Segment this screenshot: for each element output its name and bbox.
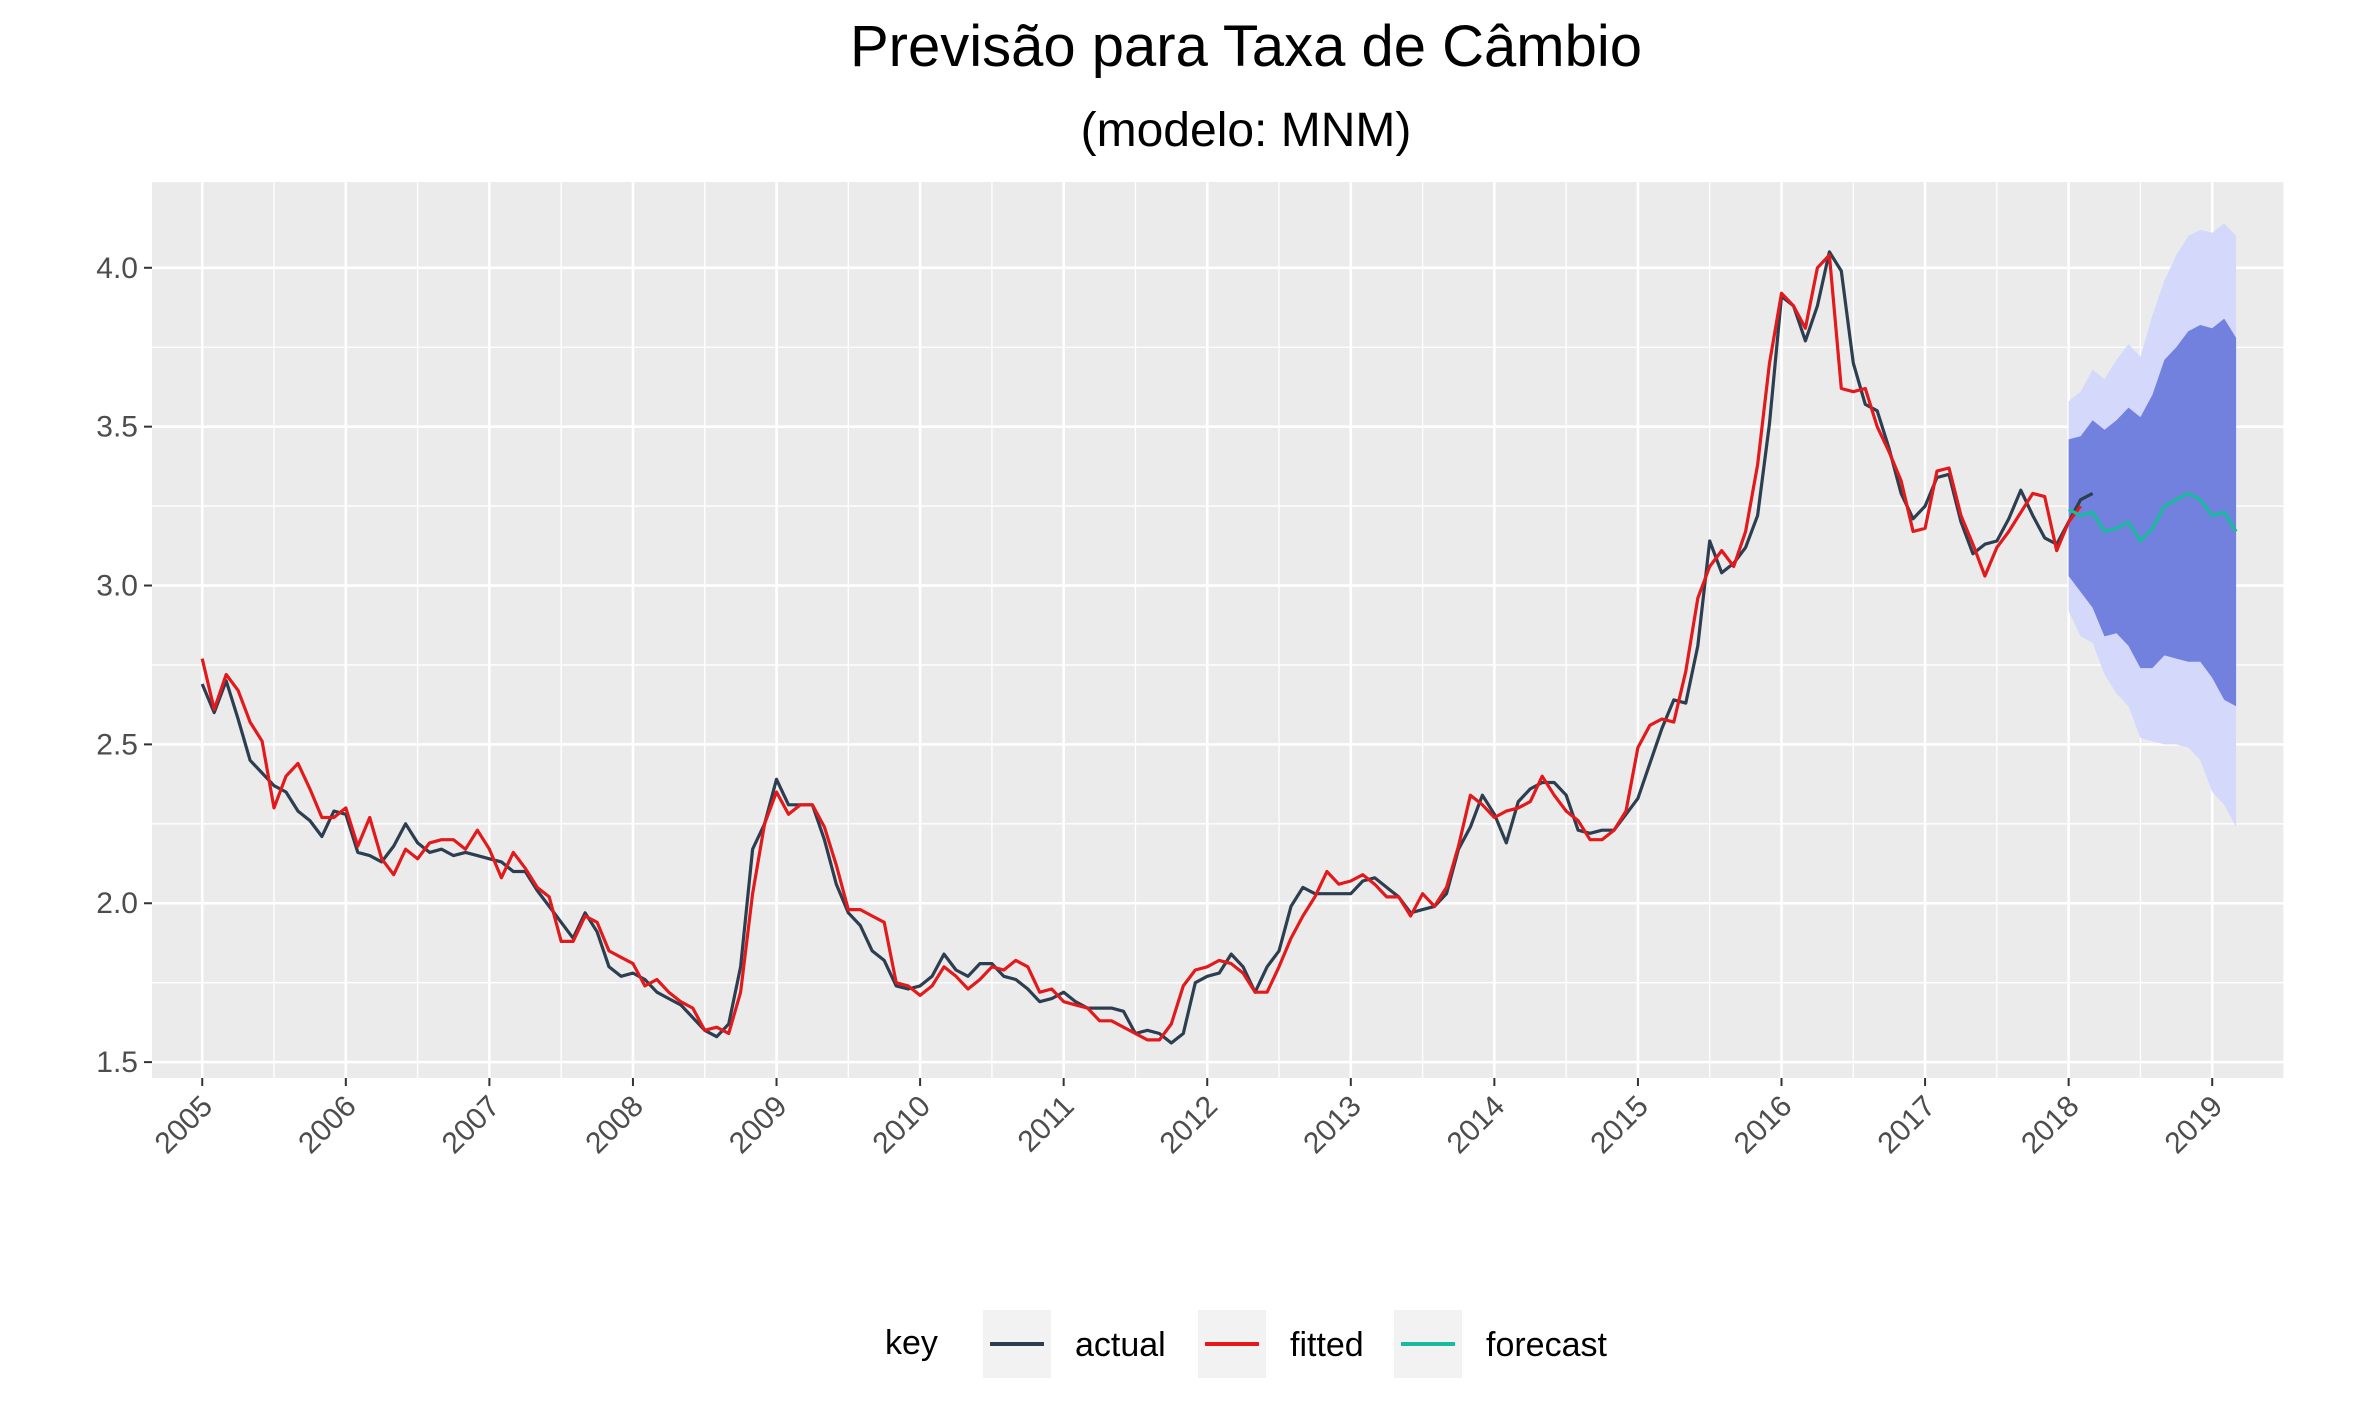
legend-label-forecast: forecast bbox=[1486, 1326, 1607, 1364]
x-tick-label: 2013 bbox=[1297, 1090, 1368, 1161]
x-tick-label: 2010 bbox=[867, 1090, 938, 1161]
x-tick-label: 2011 bbox=[1012, 1090, 1081, 1159]
legend-label-actual: actual bbox=[1075, 1326, 1166, 1364]
x-tick-label: 2014 bbox=[1441, 1090, 1512, 1161]
y-tick-label: 2.5 bbox=[96, 728, 138, 761]
legend: key actual fitted forecast bbox=[885, 1310, 1607, 1378]
forecast-band-80 bbox=[2068, 318, 2237, 707]
x-tick-label: 2019 bbox=[2159, 1090, 2230, 1161]
series-line-actual bbox=[200, 250, 2094, 1045]
chart-subtitle: (modelo: MNM) bbox=[1081, 104, 1412, 157]
x-tick-label: 2018 bbox=[2015, 1090, 2086, 1161]
x-tick-label: 2012 bbox=[1154, 1090, 1225, 1161]
y-tick-label: 3.5 bbox=[96, 411, 138, 444]
series-line-forecast bbox=[2067, 491, 2238, 543]
x-tick-label: 2007 bbox=[436, 1090, 507, 1161]
y-tick-label: 2.0 bbox=[96, 887, 138, 920]
y-tick-label: 1.5 bbox=[96, 1046, 138, 1079]
x-tick-label: 2008 bbox=[579, 1090, 650, 1161]
x-tick-label: 2017 bbox=[1871, 1090, 1942, 1161]
x-axis: 2005 2006 2007 2008 2009 2010 2011 2012 2013 2014… bbox=[149, 1078, 2230, 1161]
y-axis: 1.5 2.0 2.5 3.0 3.5 4.0 bbox=[96, 252, 152, 1079]
legend-title: key bbox=[885, 1324, 938, 1362]
chart-title: Previsão para Taxa de Câmbio bbox=[850, 14, 1642, 79]
plot-panel bbox=[152, 182, 2284, 1078]
legend-label-fitted: fitted bbox=[1290, 1326, 1364, 1364]
x-tick-label: 2005 bbox=[149, 1090, 220, 1161]
series-line-fitted bbox=[200, 253, 2082, 1042]
series-lines bbox=[200, 250, 2238, 1045]
x-tick-label: 2009 bbox=[723, 1090, 794, 1161]
grid-lines bbox=[129, 182, 2285, 1078]
x-tick-label: 2016 bbox=[1728, 1090, 1799, 1161]
x-tick-label: 2015 bbox=[1584, 1090, 1655, 1161]
x-tick-label: 2006 bbox=[292, 1090, 363, 1161]
y-tick-label: 3.0 bbox=[96, 570, 138, 603]
y-tick-label: 4.0 bbox=[96, 252, 138, 285]
